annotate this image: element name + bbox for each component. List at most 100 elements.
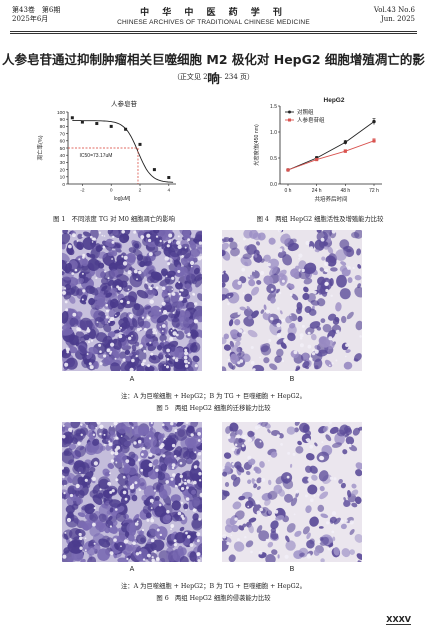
membrane-pore	[81, 298, 84, 301]
membrane-pore	[236, 538, 240, 542]
membrane-pore	[306, 438, 311, 443]
membrane-pore	[135, 552, 140, 556]
stained-cell	[222, 366, 227, 371]
stained-cell	[148, 269, 155, 275]
membrane-pore	[108, 440, 111, 443]
stained-cell	[258, 530, 270, 542]
stained-cell	[63, 366, 68, 371]
stained-cell	[229, 426, 234, 432]
stained-cell	[98, 538, 111, 548]
membrane-pore	[130, 317, 133, 319]
stained-cell	[234, 319, 241, 326]
stained-cell	[90, 307, 100, 319]
stained-cell	[349, 549, 356, 555]
membrane-pore	[305, 438, 308, 441]
stained-cell	[170, 344, 176, 352]
header-volume-cn: 第43卷 第6期	[12, 6, 61, 14]
stained-cell	[176, 422, 184, 427]
membrane-pore	[193, 465, 198, 469]
stained-cell	[342, 449, 348, 455]
stained-cell	[251, 478, 257, 486]
membrane-pore	[122, 475, 126, 479]
chart1-y-tick-label: 50	[60, 146, 66, 152]
membrane-pore	[241, 267, 246, 272]
membrane-pore	[153, 489, 156, 492]
chart1-point	[152, 168, 156, 172]
stained-cell	[222, 272, 230, 283]
stained-cell	[107, 279, 115, 287]
membrane-pore	[242, 292, 245, 295]
stained-cell	[328, 542, 333, 548]
membrane-pore	[151, 558, 155, 562]
stained-cell	[132, 303, 145, 317]
stained-cell	[306, 532, 311, 540]
stained-cell	[248, 496, 256, 507]
chart2-x-tick-label: 48 h	[340, 188, 350, 194]
stained-cell	[197, 293, 202, 302]
membrane-pore	[177, 244, 182, 249]
membrane-pore	[121, 230, 125, 234]
stained-cell	[129, 273, 143, 288]
stained-cell	[355, 320, 362, 331]
stained-cell	[116, 422, 128, 434]
membrane-pore	[109, 551, 114, 555]
membrane-pore	[115, 508, 118, 511]
membrane-pore	[328, 364, 331, 367]
membrane-pore	[133, 441, 137, 445]
stained-cell	[144, 283, 149, 290]
membrane-pore	[64, 300, 68, 304]
stained-cell	[157, 361, 170, 371]
membrane-pore	[293, 350, 298, 355]
stained-cell	[62, 468, 70, 477]
membrane-pore	[198, 518, 202, 521]
membrane-pore	[170, 528, 172, 530]
membrane-pore	[230, 534, 233, 537]
membrane-pore	[121, 255, 124, 258]
stained-cell	[112, 349, 120, 359]
stained-cell	[279, 310, 283, 315]
stained-cell	[356, 553, 362, 560]
membrane-pore	[167, 240, 171, 244]
stained-cell	[196, 475, 202, 488]
stained-cell	[302, 352, 309, 360]
membrane-pore	[78, 532, 82, 537]
stained-cell	[78, 271, 86, 279]
stained-cell	[175, 330, 185, 340]
stained-cell	[140, 459, 154, 473]
micrograph-image	[62, 422, 202, 562]
stained-cell	[236, 332, 242, 338]
stained-cell	[357, 560, 362, 562]
membrane-pore	[319, 455, 324, 461]
membrane-pore	[222, 534, 227, 539]
chart1-x-tick-label: 2	[139, 188, 142, 194]
stained-cell	[175, 281, 183, 290]
chart1-point	[95, 122, 99, 126]
membrane-pore	[103, 443, 106, 446]
membrane-pore	[267, 262, 271, 267]
stained-cell	[159, 334, 167, 342]
membrane-pore	[243, 237, 246, 241]
membrane-pore	[170, 477, 174, 481]
stained-cell	[257, 232, 266, 241]
stained-cell	[314, 365, 319, 370]
stained-cell	[78, 345, 88, 355]
article-title: 人参皂苷通过抑制肿瘤相关巨噬细胞 M2 极化对 HepG2 细胞增殖凋亡的影响	[2, 52, 425, 86]
stained-cell	[62, 479, 68, 486]
stained-cell	[325, 434, 332, 442]
chart2-point	[343, 140, 348, 145]
stained-cell	[103, 323, 112, 333]
membrane-pore	[112, 235, 115, 239]
stained-cell	[296, 307, 302, 315]
membrane-pore	[278, 291, 282, 295]
stained-cell	[305, 505, 312, 514]
stained-cell	[238, 495, 246, 501]
stained-cell	[88, 346, 99, 355]
chart2-x-label: 共培养后时间	[314, 195, 347, 203]
stained-cell	[174, 532, 186, 544]
stained-cell	[263, 304, 267, 310]
stained-cell	[246, 306, 251, 311]
stained-cell	[127, 331, 139, 345]
membrane-pore	[197, 256, 202, 261]
header-date-cn: 2025年6月	[12, 15, 49, 23]
stained-cell	[246, 244, 257, 255]
